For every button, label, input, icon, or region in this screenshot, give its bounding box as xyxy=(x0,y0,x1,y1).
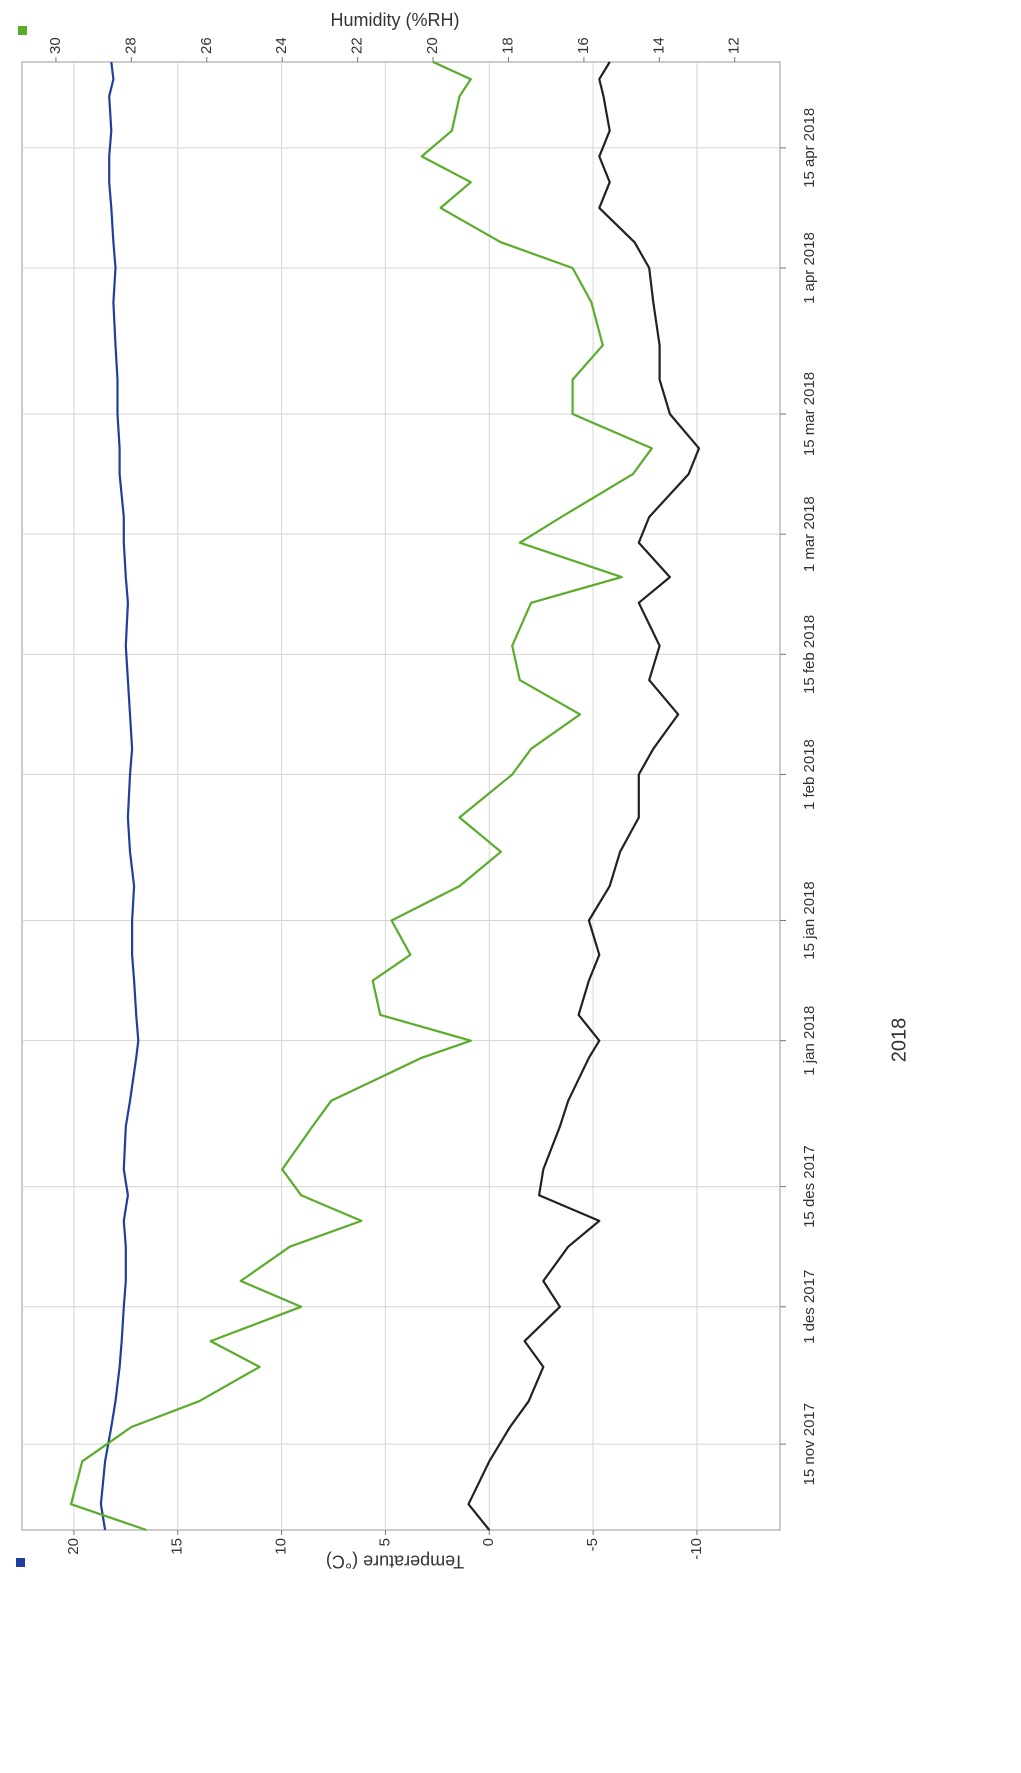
legend-marker xyxy=(16,1558,25,1567)
legend-marker xyxy=(18,26,27,35)
x-axis-title: 2018 xyxy=(888,1018,910,1063)
y-tick-label: 0 xyxy=(480,1538,497,1546)
x-tick-label: 1 des 2017 xyxy=(801,1270,818,1344)
x-tick-label: 15 mar 2018 xyxy=(801,372,818,456)
y-tick-label: 20 xyxy=(65,1538,82,1555)
y2-tick-label: 12 xyxy=(726,37,743,54)
x-tick-label: 15 nov 2017 xyxy=(801,1403,818,1486)
x-tick-label: 1 jan 2018 xyxy=(801,1006,818,1076)
plot-frame xyxy=(21,61,781,1531)
y2-tick-label: 30 xyxy=(47,37,64,54)
y-tick-label: 10 xyxy=(273,1538,290,1555)
x-tick-label: 15 feb 2018 xyxy=(801,615,818,694)
y-tick-label: -10 xyxy=(688,1538,705,1560)
y-tick-label: 5 xyxy=(376,1538,393,1546)
x-tick-label: 15 des 2017 xyxy=(801,1145,818,1228)
y2-tick-label: 28 xyxy=(122,37,139,54)
rotated-chart: Temperature (°C) Humidity (%RH) 2018 15 … xyxy=(16,10,910,1571)
y2-tick-label: 20 xyxy=(424,37,441,54)
x-tick-label: 15 apr 2018 xyxy=(801,108,818,188)
y2-tick-label: 22 xyxy=(349,37,366,54)
y2-tick-label: 16 xyxy=(575,37,592,54)
x-tick-label: 1 mar 2018 xyxy=(801,496,818,572)
y2-tick-label: 26 xyxy=(198,37,215,54)
y-tick-label: 15 xyxy=(169,1538,186,1555)
y2-axis-title: Humidity (%RH) xyxy=(330,10,459,30)
series-line xyxy=(467,61,701,1531)
y2-tick-label: 18 xyxy=(499,37,516,54)
y2-tick-label: 14 xyxy=(650,37,667,54)
y-axis-title: Temperature (°C) xyxy=(326,1551,464,1571)
x-tick-label: 1 apr 2018 xyxy=(801,232,818,304)
series-line xyxy=(99,61,140,1531)
series-line xyxy=(69,60,653,1532)
y2-tick-label: 24 xyxy=(273,37,290,54)
y-tick-label: -5 xyxy=(584,1538,601,1551)
x-tick-label: 1 feb 2018 xyxy=(801,739,818,810)
x-tick-label: 15 jan 2018 xyxy=(801,881,818,959)
